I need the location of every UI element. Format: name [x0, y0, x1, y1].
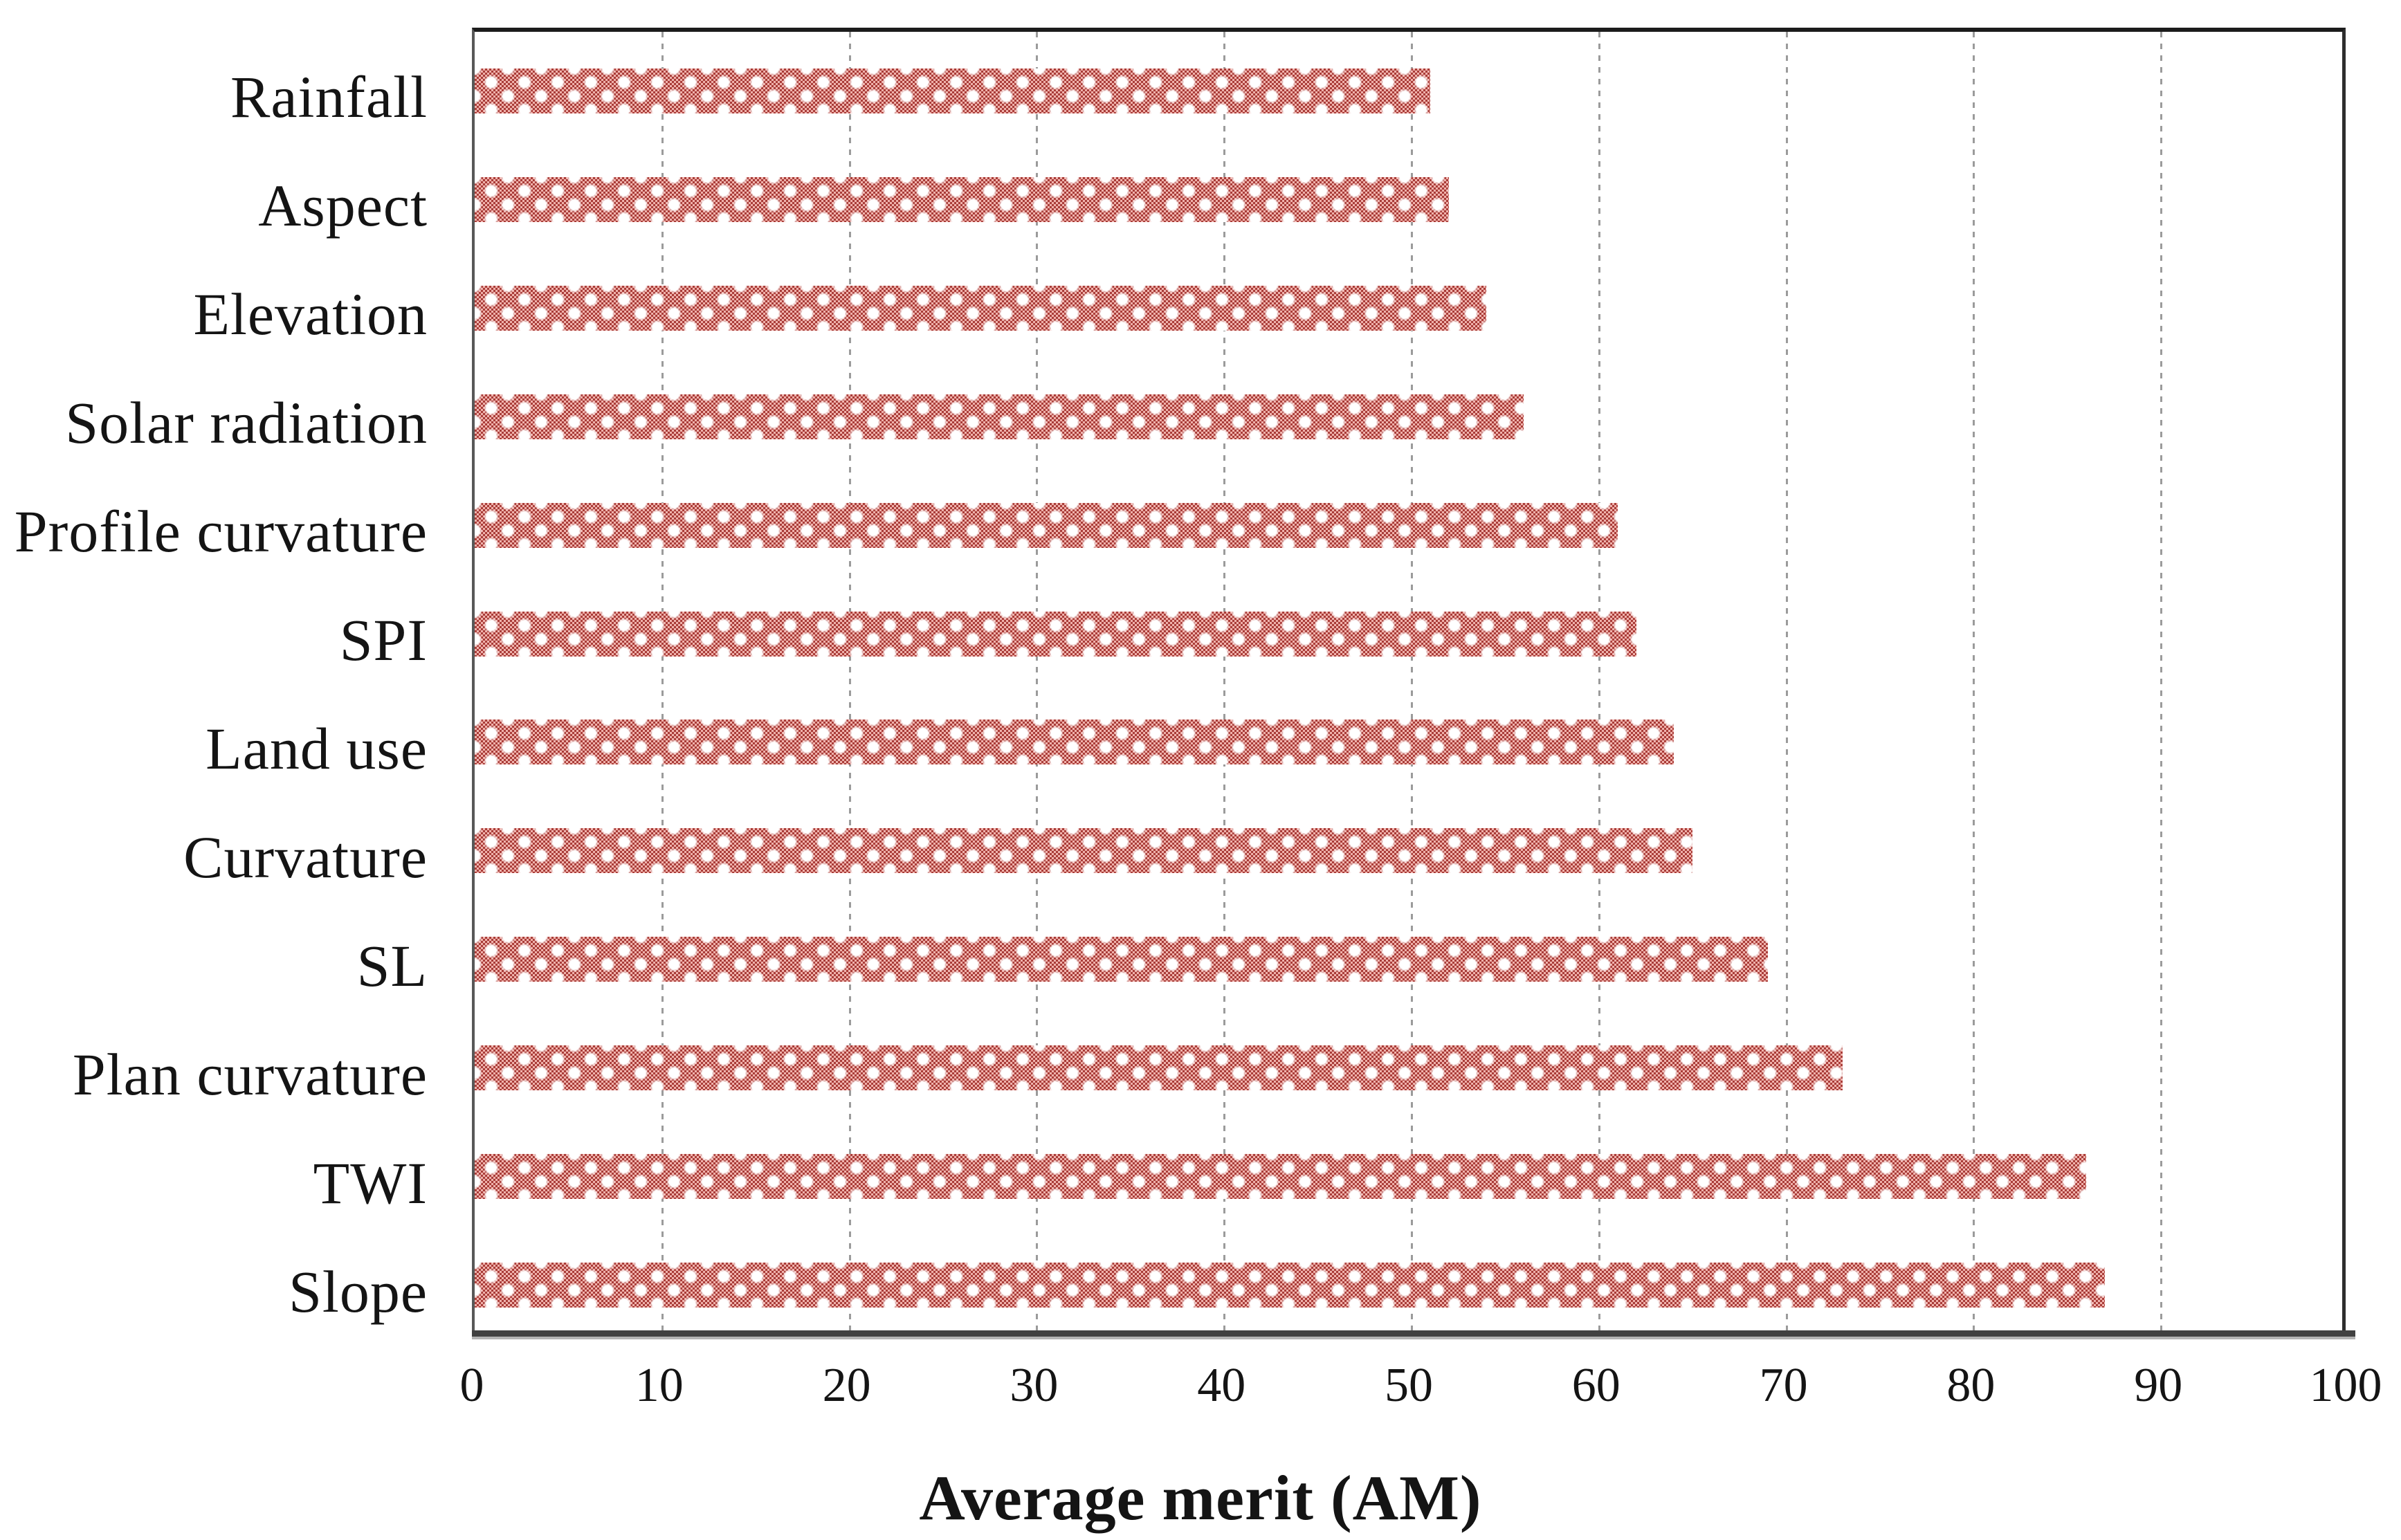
category-label-aspect: Aspect	[258, 172, 428, 239]
gridline-90	[2160, 32, 2163, 1330]
x-tick-label-30: 30	[1010, 1359, 1059, 1412]
category-label-slope: Slope	[289, 1258, 428, 1325]
bar-spi	[475, 611, 1636, 657]
x-tick-label-100: 100	[2309, 1359, 2382, 1412]
category-label-sl: SL	[356, 932, 428, 999]
x-axis-line	[472, 1330, 2355, 1337]
gridline-40	[1223, 32, 1226, 1330]
category-label-land-use: Land use	[206, 715, 428, 782]
category-label-solar-radiation: Solar radiation	[65, 389, 428, 457]
gridline-10	[661, 32, 664, 1330]
bar-rainfall	[475, 68, 1431, 113]
gridline-50	[1411, 32, 1413, 1330]
category-label-rainfall: Rainfall	[230, 64, 428, 131]
bar-plan-curvature	[475, 1045, 1843, 1091]
bar-land-use	[475, 719, 1674, 765]
x-tick-label-60: 60	[1571, 1359, 1621, 1412]
gridline-80	[1973, 32, 1975, 1330]
x-tick-label-0: 0	[459, 1359, 484, 1412]
x-tick-label-80: 80	[1946, 1359, 1996, 1412]
plot-area	[472, 28, 2346, 1330]
bar-aspect	[475, 176, 1450, 222]
bar-elevation	[475, 285, 1487, 331]
bar-twi	[475, 1154, 2086, 1200]
category-label-twi: TWI	[313, 1149, 428, 1216]
category-label-elevation: Elevation	[193, 281, 428, 348]
x-tick-label-50: 50	[1385, 1359, 1433, 1412]
gridline-30	[1036, 32, 1039, 1330]
bar-curvature	[475, 828, 1693, 874]
x-tick-label-20: 20	[822, 1359, 871, 1412]
category-label-profile-curvature: Profile curvature	[14, 498, 428, 565]
x-tick-label-10: 10	[635, 1359, 684, 1412]
x-tick-label-90: 90	[2134, 1359, 2183, 1412]
bar-solar-radiation	[475, 394, 1524, 439]
category-label-curvature: Curvature	[183, 823, 428, 890]
bar-slope	[475, 1263, 2105, 1308]
category-label-plan-curvature: Plan curvature	[72, 1041, 428, 1108]
gridline-60	[1598, 32, 1600, 1330]
bar-sl	[475, 937, 1768, 982]
category-label-spi: SPI	[339, 607, 428, 674]
gridline-70	[1785, 32, 1788, 1330]
gridline-20	[848, 32, 851, 1330]
x-tick-label-40: 40	[1197, 1359, 1246, 1412]
x-tick-label-70: 70	[1759, 1359, 1808, 1412]
bar-profile-curvature	[475, 502, 1618, 548]
x-axis-title: Average merit (AM)	[919, 1463, 1482, 1533]
